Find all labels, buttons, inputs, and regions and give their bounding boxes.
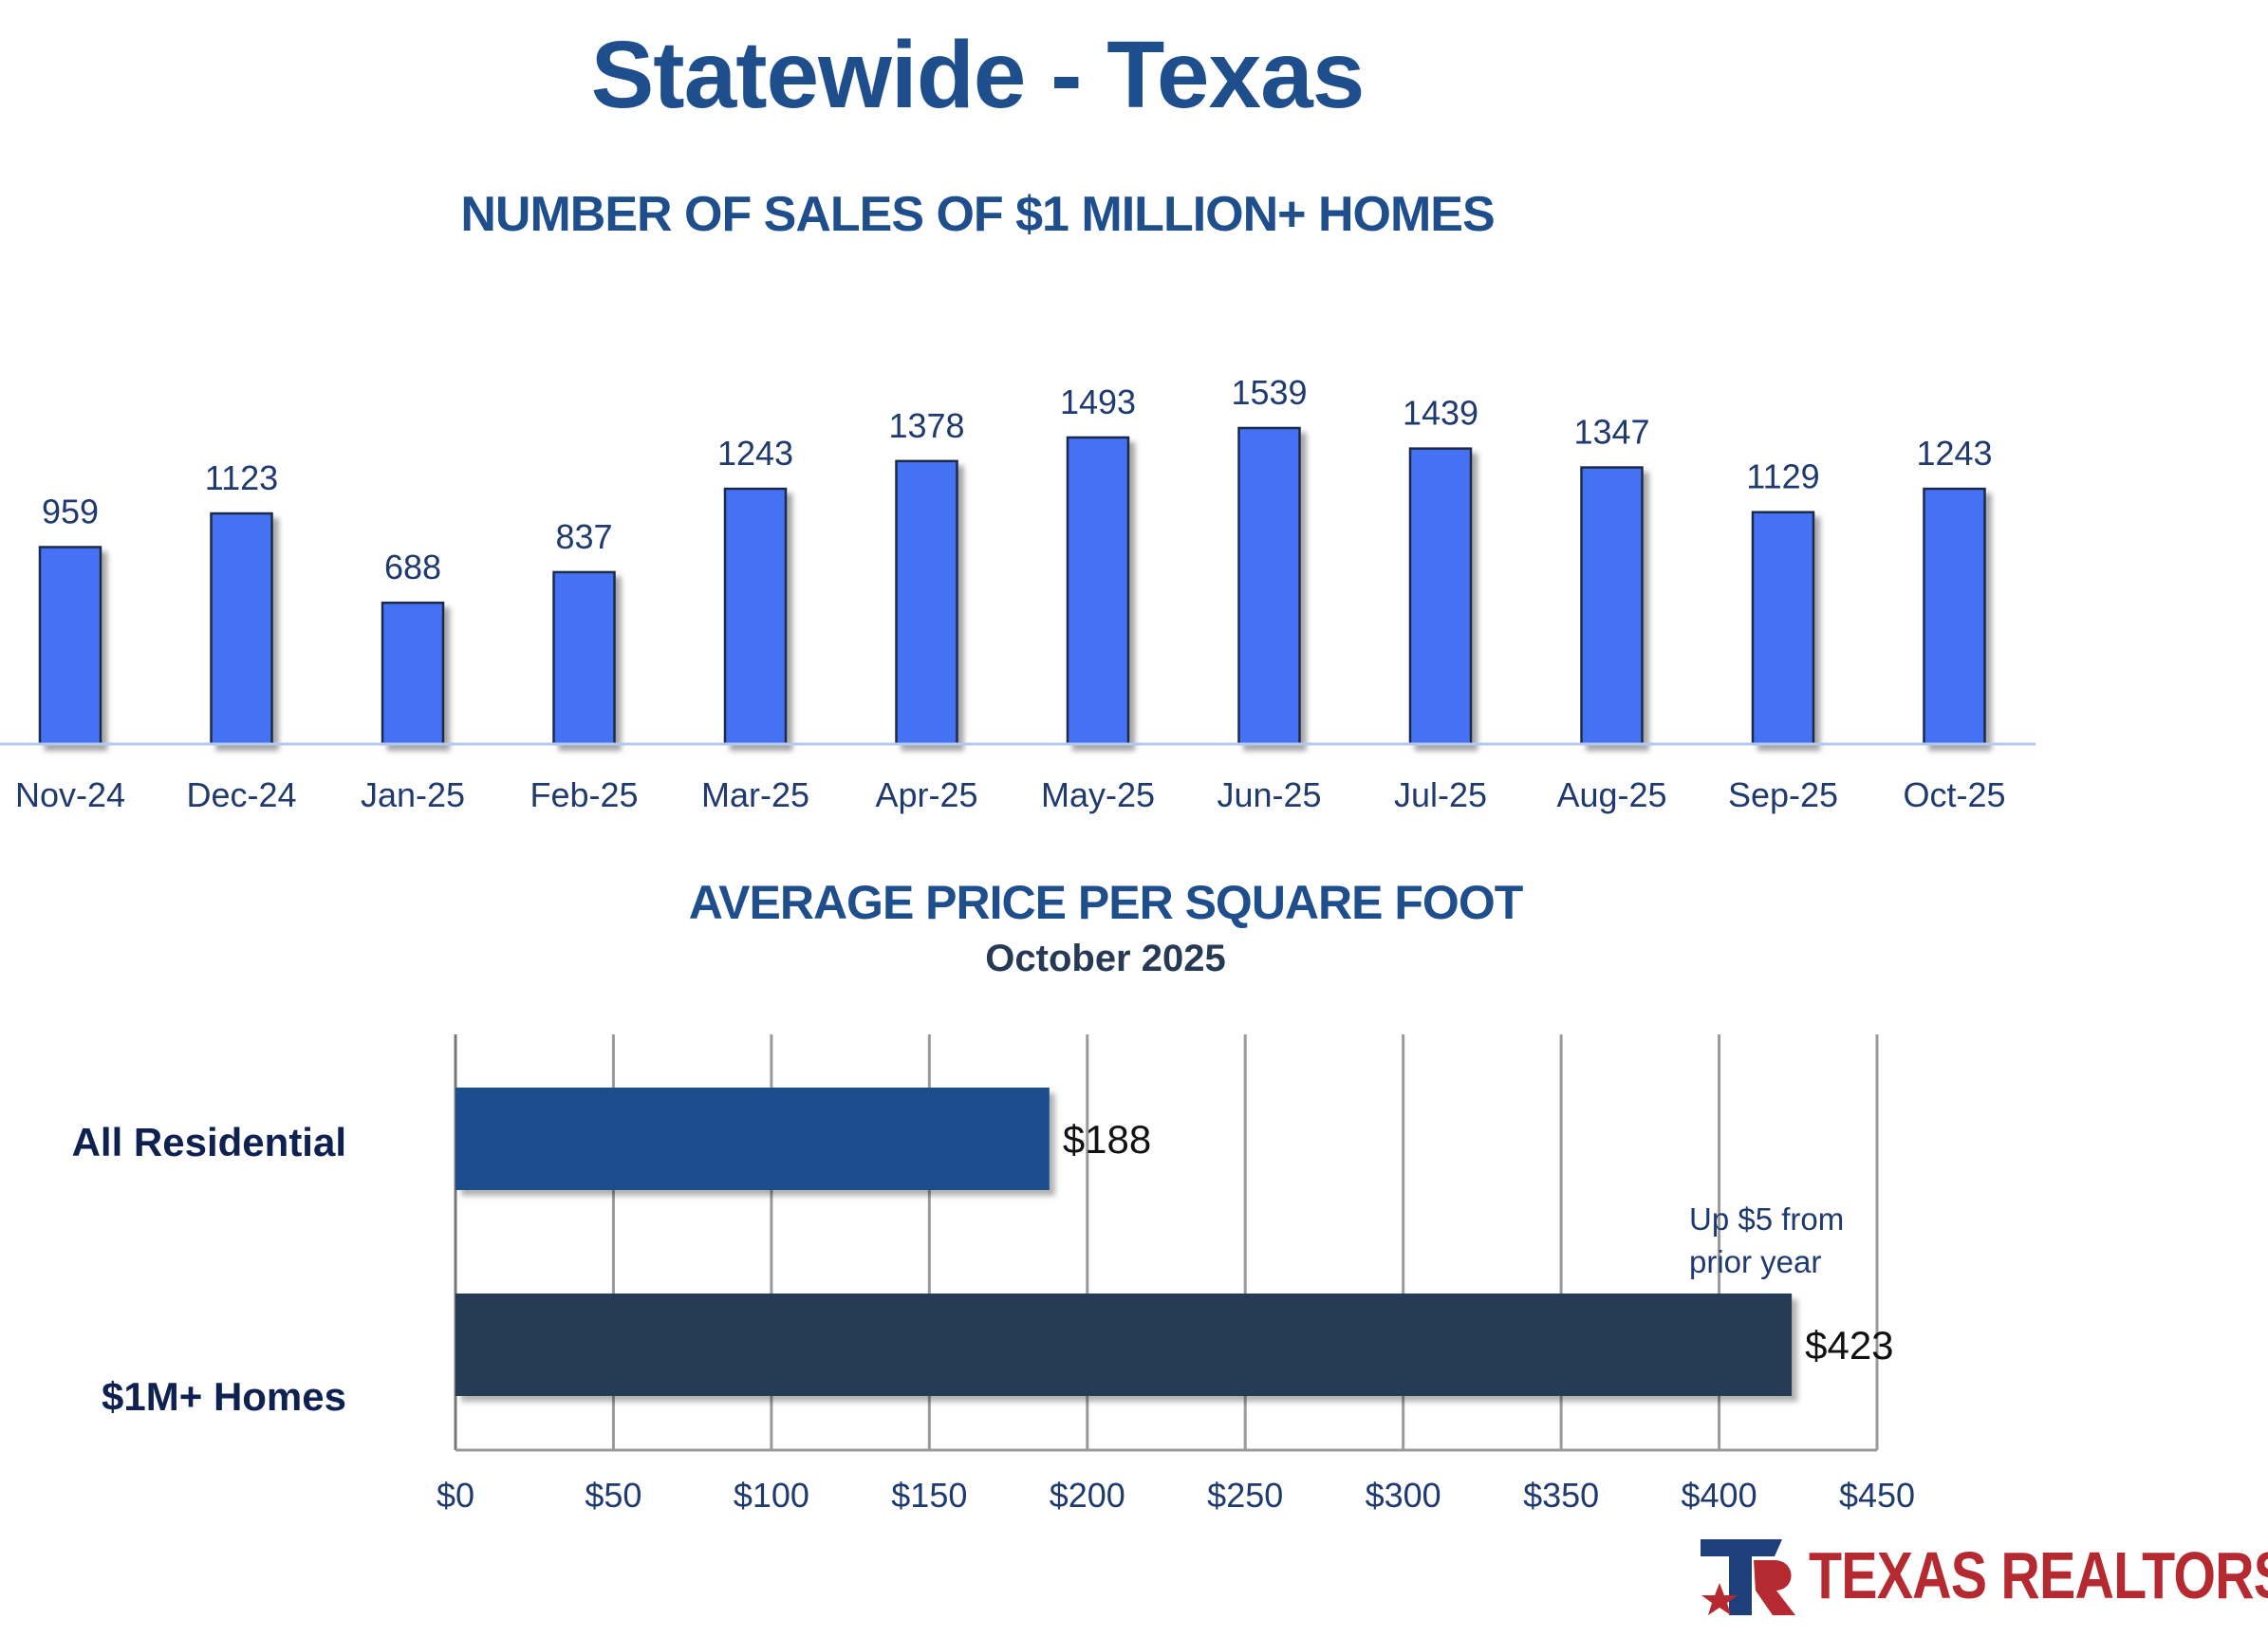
sales-chart-title: NUMBER OF SALES OF $1 MILLION+ HOMES xyxy=(460,187,1495,242)
sales-data-label: 1347 xyxy=(1573,413,1649,452)
logo-text: TEXAS REALTORS xyxy=(1809,1538,2268,1612)
price-x-tick-label: $200 xyxy=(1050,1476,1125,1515)
price-category-label: $1M+ Homes xyxy=(102,1374,346,1419)
sales-bar xyxy=(1408,447,1473,746)
sales-x-tick-label: Sep-25 xyxy=(1728,775,1838,814)
price-x-tick-label: $300 xyxy=(1366,1476,1441,1515)
price-chart-title: AVERAGE PRICE PER SQUARE FOOT xyxy=(688,876,1524,929)
price-bar xyxy=(455,1088,1050,1190)
sales-data-label: 1378 xyxy=(888,406,964,445)
sales-data-label: 688 xyxy=(384,548,441,586)
sales-data-label: 1493 xyxy=(1060,382,1136,421)
sales-x-tick-label: Feb-25 xyxy=(530,775,638,814)
sales-x-tick-label: May-25 xyxy=(1041,775,1155,814)
price-bar xyxy=(455,1294,1793,1396)
sales-x-tick-label: Mar-25 xyxy=(701,775,809,814)
sales-data-label: 959 xyxy=(42,492,99,530)
logo-mark-icon xyxy=(1701,1539,1795,1615)
sales-data-label: 1123 xyxy=(205,458,278,497)
sales-data-label: 1439 xyxy=(1403,394,1478,433)
sales-data-label: 1539 xyxy=(1231,373,1307,412)
sales-data-label: 837 xyxy=(555,517,612,556)
sales-data-label: 1243 xyxy=(717,434,793,473)
price-x-tick-label: $50 xyxy=(585,1476,641,1515)
price-x-tick-label: $350 xyxy=(1523,1476,1599,1515)
sales-bar xyxy=(1580,466,1644,746)
sales-bar xyxy=(1237,426,1301,746)
sales-bar-chart: 959 Nov-24 1123 Dec-24 688 Jan-25 837 Feb-25 124… xyxy=(0,373,2036,814)
price-x-tick-label: $0 xyxy=(437,1476,474,1515)
sales-data-label: 1129 xyxy=(1746,457,1819,496)
page-title: Statewide - Texas xyxy=(590,22,1366,128)
price-x-tick-label: $400 xyxy=(1682,1476,1757,1515)
price-x-tick-label: $450 xyxy=(1839,1476,1915,1515)
sales-x-tick-label: Aug-25 xyxy=(1556,775,1666,814)
sales-x-tick-label: Jan-25 xyxy=(361,775,465,814)
price-x-tick-label: $100 xyxy=(734,1476,809,1515)
sales-data-label: 1243 xyxy=(1916,434,1992,473)
sales-x-tick-label: Apr-25 xyxy=(875,775,977,814)
price-annotation: Up $5 from xyxy=(1689,1201,1844,1237)
price-category-label: All Residential xyxy=(72,1120,346,1164)
price-annotation: prior year xyxy=(1689,1244,1821,1279)
texas-realtors-logo: TEXAS REALTORS xyxy=(1697,1536,2268,1619)
sales-bar xyxy=(210,512,273,746)
price-data-label: $423 xyxy=(1805,1323,1893,1368)
price-data-label: $188 xyxy=(1063,1117,1151,1162)
price-x-tick-label: $250 xyxy=(1207,1476,1283,1515)
sales-bar xyxy=(1066,436,1130,746)
sales-bar xyxy=(1923,487,1986,746)
sales-bar xyxy=(38,546,102,746)
sales-bar xyxy=(552,570,616,746)
price-chart-date: October 2025 xyxy=(985,938,1226,979)
sales-x-tick-label: Jul-25 xyxy=(1394,775,1487,814)
sales-x-tick-label: Oct-25 xyxy=(1903,775,2005,814)
price-x-tick-label: $150 xyxy=(891,1476,967,1515)
sales-x-tick-label: Jun-25 xyxy=(1217,775,1321,814)
sales-x-tick-label: Nov-24 xyxy=(15,775,125,814)
sales-x-tick-label: Dec-24 xyxy=(186,775,296,814)
